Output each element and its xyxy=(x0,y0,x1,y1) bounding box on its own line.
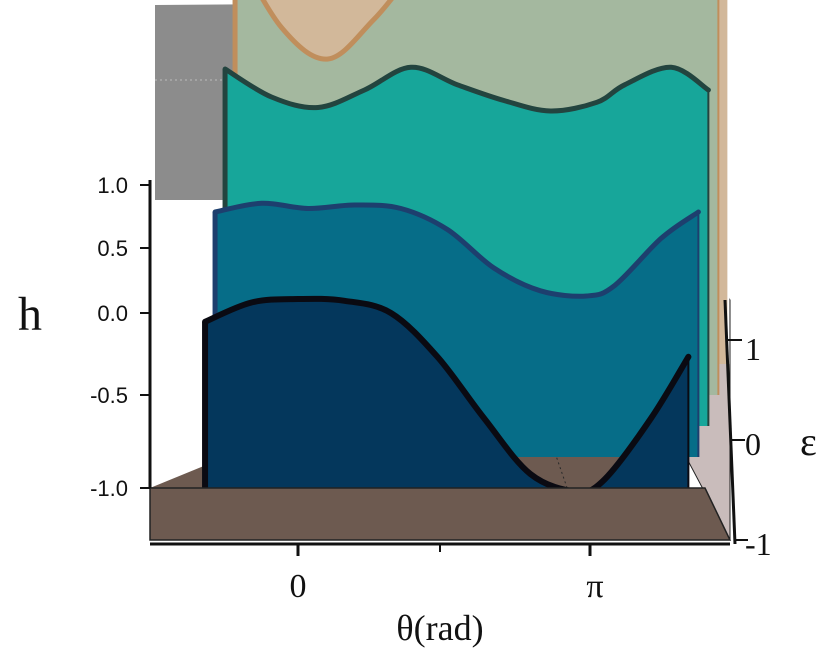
y-axis-label: h xyxy=(18,288,42,341)
z-tick-label: 1 xyxy=(745,331,761,367)
series-line xyxy=(202,295,692,495)
y-tick-label: -0.5 xyxy=(90,383,128,408)
series-line xyxy=(260,0,394,62)
x-tick-label: π xyxy=(586,568,603,605)
series-layer xyxy=(202,0,730,495)
z-tick-label: -1 xyxy=(745,526,772,562)
z-ticks: 1 0 -1 xyxy=(728,331,772,562)
y-tick-label: 0.5 xyxy=(97,236,128,261)
x-axis-label: θ(rad) xyxy=(396,608,483,648)
y-ticks: 1.0 0.5 0.0 -0.5 -1.0 xyxy=(90,173,150,501)
y-tick-label: 0.0 xyxy=(97,301,128,326)
z-tick-label: 0 xyxy=(745,426,761,462)
x-ticks: 0 π xyxy=(290,544,604,605)
floor-front xyxy=(149,487,732,541)
y-tick-label: -1.0 xyxy=(90,476,128,501)
series-line xyxy=(222,64,711,114)
z-axis-line xyxy=(723,299,737,545)
y-tick-label: 1.0 xyxy=(97,173,128,198)
x-tick-label: 0 xyxy=(290,568,307,605)
series-area xyxy=(205,298,689,492)
series-line xyxy=(212,200,701,299)
z-axis-label: ε xyxy=(800,419,817,464)
